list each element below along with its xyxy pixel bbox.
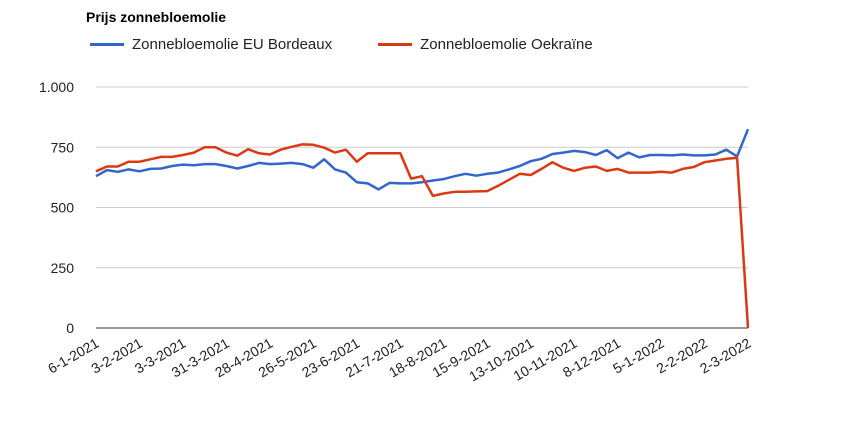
y-tick-label: 1.000 [39,79,74,95]
series-line-0[interactable] [95,128,750,191]
legend: Zonnebloemolie EU Bordeaux Zonnebloemoli… [90,36,639,53]
legend-item-oekraine[interactable]: Zonnebloemolie Oekraïne [378,36,593,53]
legend-swatch-eu-bordeaux [90,43,124,46]
y-tick-label: 500 [51,200,75,216]
legend-label-eu-bordeaux: Zonnebloemolie EU Bordeaux [132,36,333,53]
legend-item-eu-bordeaux[interactable]: Zonnebloemolie EU Bordeaux [90,36,332,53]
legend-label-oekraine: Zonnebloemolie Oekraïne [420,36,593,53]
chart-title: Prijs zonnebloemolie [86,9,227,25]
y-tick-label: 0 [66,320,74,336]
legend-swatch-oekraine [378,43,413,46]
y-tick-label: 250 [51,260,75,276]
series-line-1[interactable] [95,143,750,329]
y-tick-label: 750 [51,139,75,155]
